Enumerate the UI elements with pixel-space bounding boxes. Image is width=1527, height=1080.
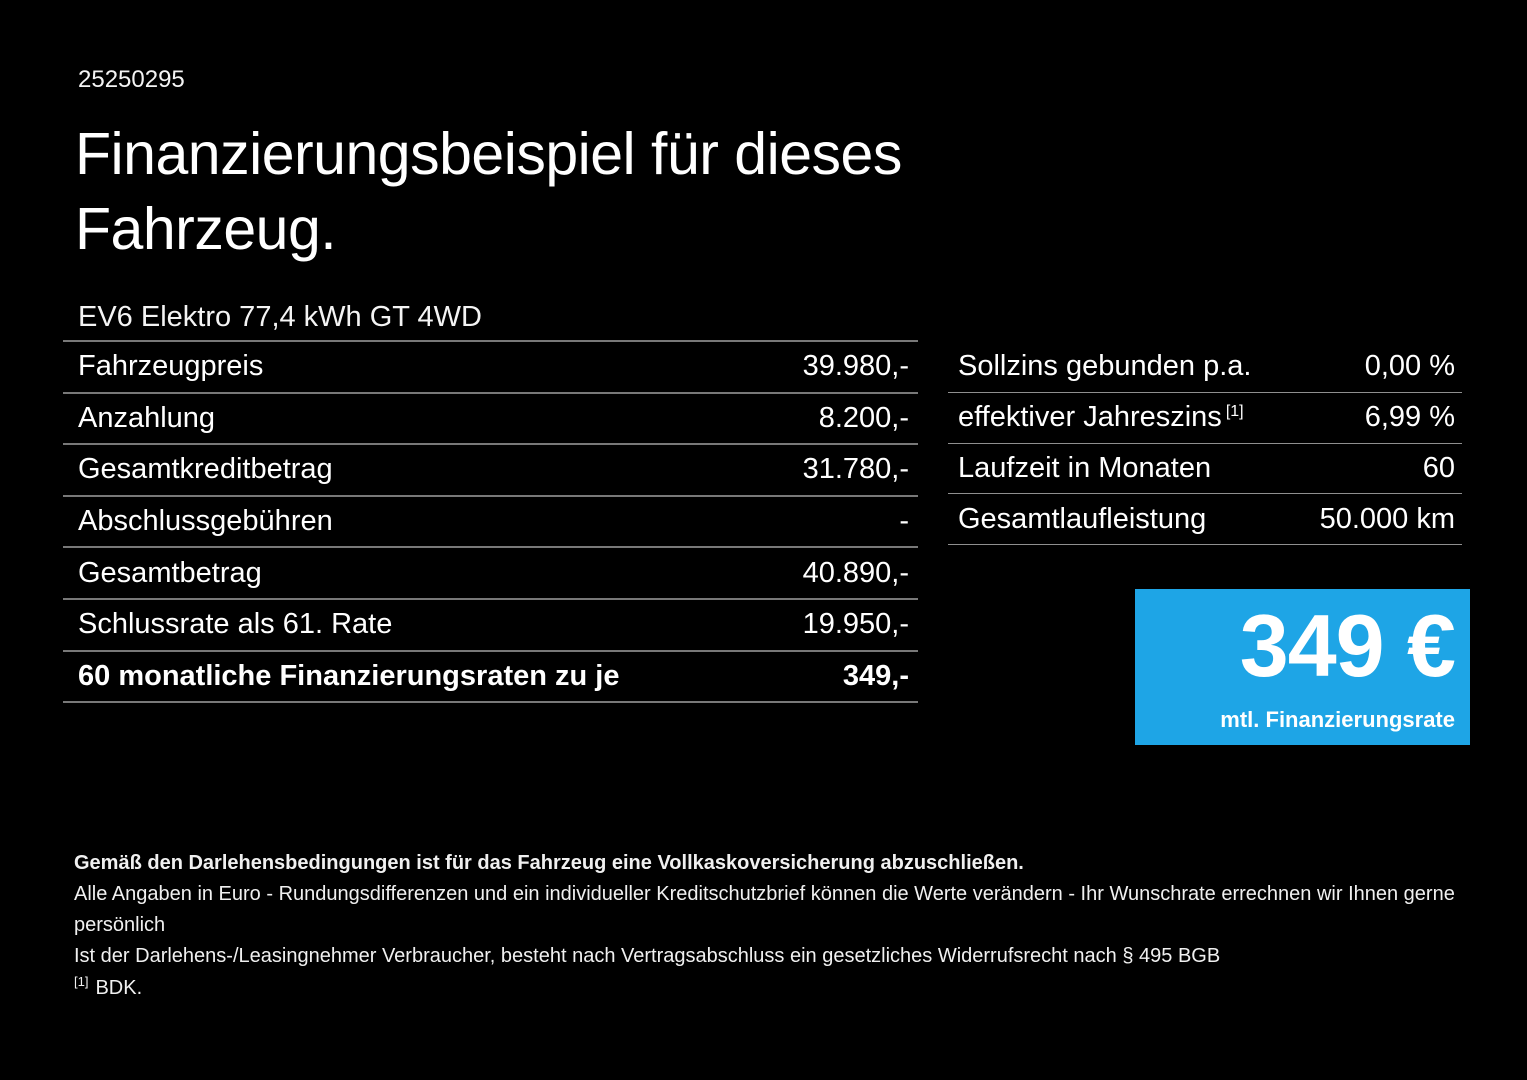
row-value: 31.780,-	[802, 453, 909, 486]
table-row: Schlussrate als 61. Rate 19.950,-	[63, 600, 918, 652]
row-label: Laufzeit in Monaten	[958, 451, 1212, 484]
financing-details-table: Fahrzeugpreis 39.980,- Anzahlung 8.200,-…	[63, 340, 918, 704]
row-value: 50.000 km	[1319, 502, 1455, 535]
row-value: -	[899, 505, 909, 538]
page-title-line1: Finanzierungsbeispiel für dieses	[75, 121, 902, 187]
table-row: Gesamtlaufleistung 50.000 km	[948, 494, 1462, 546]
table-row: Fahrzeugpreis 39.980,-	[63, 342, 918, 394]
row-label: Fahrzeugpreis	[78, 350, 264, 383]
row-label: effektiver Jahreszins [1]	[958, 401, 1244, 434]
row-value: 60	[1422, 451, 1455, 484]
table-row: Gesamtkreditbetrag 31.780,-	[63, 445, 918, 497]
vehicle-name: EV6 Elektro 77,4 kWh GT 4WD	[78, 301, 482, 333]
row-value: 8.200,-	[818, 401, 909, 434]
row-value: 0,00 %	[1364, 350, 1455, 383]
row-label: Gesamtbetrag	[78, 556, 262, 589]
insurance-note: Gemäß den Darlehensbedingungen ist für d…	[74, 852, 1024, 874]
row-value: 349,-	[842, 659, 909, 692]
table-row: Gesamtbetrag 40.890,-	[63, 548, 918, 600]
row-label: Schlussrate als 61. Rate	[78, 608, 393, 641]
row-label: 60 monatliche Finanzierungsraten zu je	[78, 659, 620, 692]
monthly-rate-amount: 349 €	[1239, 596, 1456, 695]
row-label: Gesamtkreditbetrag	[78, 453, 333, 486]
table-row: effektiver Jahreszins [1] 6,99 %	[948, 393, 1462, 444]
table-row: Laufzeit in Monaten 60	[948, 444, 1462, 495]
table-row: Abschlussgebühren -	[63, 497, 918, 549]
row-label: Sollzins gebunden p.a.	[958, 350, 1252, 383]
loan-conditions-table: Sollzins gebunden p.a. 0,00 % effektiver…	[948, 342, 1462, 546]
row-value: 6,99 %	[1364, 401, 1455, 434]
table-row: Sollzins gebunden p.a. 0,00 %	[948, 342, 1462, 393]
row-value: 39.980,-	[802, 350, 909, 383]
footnote-text: BDK.	[95, 977, 143, 999]
table-row-monthly-rate: 60 monatliche Finanzierungsraten zu je 3…	[63, 652, 918, 704]
table-row: Anzahlung 8.200,-	[63, 394, 918, 446]
footnotes: Gemäß den Darlehensbedingungen ist für d…	[74, 848, 1474, 1004]
row-value: 19.950,-	[802, 608, 909, 641]
row-label: Gesamtlaufleistung	[958, 502, 1207, 535]
footnote-line: Ist der Darlehens-/Leasingnehmer Verbrau…	[74, 945, 1221, 967]
row-value: 40.890,-	[802, 556, 909, 589]
monthly-rate-box: 349 € mtl. Finanzierungsrate	[1135, 589, 1470, 745]
page-title: Finanzierungsbeispiel für dieses Fahrzeug…	[75, 117, 902, 267]
reference-number: 25250295	[78, 66, 185, 93]
footnote-line: Alle Angaben in Euro - Rundungsdifferenz…	[74, 883, 1455, 936]
row-label: Anzahlung	[78, 401, 216, 434]
row-label-text: effektiver Jahreszins	[958, 401, 1222, 434]
monthly-rate-caption: mtl. Finanzierungsrate	[1220, 707, 1455, 732]
footnote-reference: [1]	[1225, 402, 1244, 420]
row-label: Abschlussgebühren	[78, 505, 333, 538]
footnote-bdk: [1] BDK.	[74, 973, 1474, 1004]
page-title-line2: Fahrzeug.	[75, 196, 337, 262]
footnote-marker: [1]	[74, 974, 89, 990]
